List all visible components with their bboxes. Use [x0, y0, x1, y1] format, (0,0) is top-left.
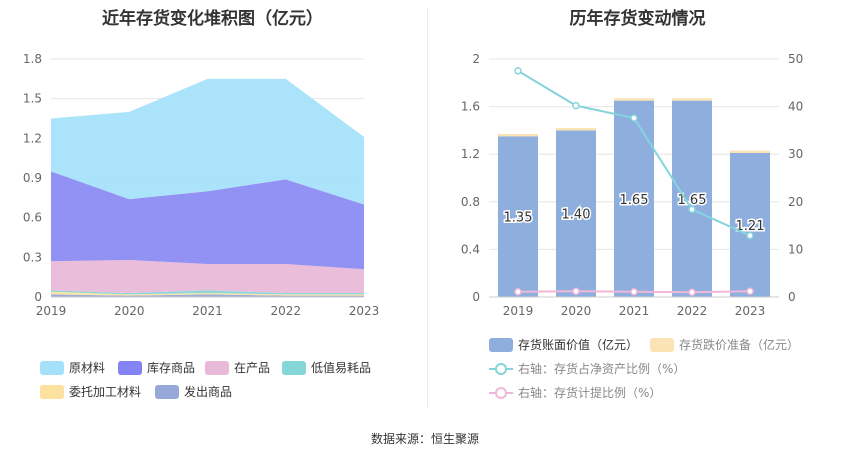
- bar-book-value: [498, 136, 538, 297]
- panel-divider: [427, 8, 428, 408]
- provision-ratio-point: [746, 287, 754, 296]
- legend-item-provision-ratio[interactable]: 右轴：存货计提比例（%）: [489, 384, 661, 401]
- bar-value-label: 1.35: [504, 211, 533, 226]
- left-y-tick-label: 1.8: [23, 52, 42, 66]
- provision-ratio-point: [630, 288, 638, 296]
- right-y-tick-label: 0.4: [461, 242, 480, 256]
- right-y-tick-label: 2: [472, 52, 480, 66]
- legend-swatch: [40, 384, 64, 399]
- right-y-tick-label: 1.6: [461, 100, 480, 114]
- legend-label: 低值易耗品: [311, 361, 372, 375]
- left-y-tick-label: 0.6: [23, 211, 42, 225]
- legend-swatch: [282, 360, 306, 375]
- right-y2-tick-label: 10: [788, 242, 803, 256]
- bar-provision: [614, 98, 654, 101]
- bar-provision: [498, 133, 538, 137]
- provision-ratio-point: [572, 287, 580, 296]
- inventory-ratio-point: [630, 114, 638, 122]
- legend-item-low-value-consumables[interactable]: 低值易耗品: [282, 359, 371, 376]
- area-series-原材料: [51, 78, 364, 205]
- right-x-tick-label: 2021: [619, 304, 650, 318]
- inventory-ratio-point: [572, 101, 580, 110]
- legend-label: 在产品: [234, 361, 271, 375]
- legend-label: 存货账面价值（亿元）: [518, 338, 639, 352]
- left-y-tick-label: 0: [34, 290, 42, 304]
- legend-label: 右轴：存货占净资产比例（%）: [518, 362, 686, 376]
- legend-label: 委托加工材料: [69, 385, 142, 399]
- right-y2-tick-label: 20: [788, 195, 803, 209]
- legend-label: 发出商品: [184, 385, 233, 399]
- bar-book-value: [614, 100, 654, 298]
- legend-item-consigned-processing[interactable]: 委托加工材料: [40, 383, 141, 400]
- legend-item-book-value[interactable]: 存货账面价值（亿元）: [489, 336, 638, 353]
- legend-swatch: [155, 384, 179, 399]
- bar-provision: [556, 128, 596, 131]
- right-y-tick-label: 0: [472, 290, 480, 304]
- right-x-tick-label: 2020: [561, 304, 592, 318]
- bar-provision: [672, 98, 712, 101]
- legend-label: 右轴：存货计提比例（%）: [518, 386, 662, 400]
- legend-label: 原材料: [69, 361, 106, 375]
- area-series-低值易耗品: [51, 290, 364, 295]
- left-y-tick-label: 0.9: [23, 171, 42, 185]
- legend-item-goods-shipped[interactable]: 发出商品: [155, 383, 232, 400]
- legend-item-finished-goods[interactable]: 库存商品: [118, 359, 195, 376]
- legend-swatch: [650, 337, 674, 352]
- legend-line-marker: [489, 386, 513, 400]
- right-y2-tick-label: 30: [788, 147, 803, 161]
- legend-label: 库存商品: [147, 361, 196, 375]
- provision-ratio-point: [514, 288, 522, 296]
- left-x-tick-label: 2019: [36, 304, 67, 318]
- left-x-tick-label: 2023: [349, 304, 380, 318]
- inventory-ratio-point: [746, 231, 754, 240]
- area-series-在产品: [51, 259, 364, 294]
- right-x-tick-label: 2023: [735, 304, 766, 318]
- bar-book-value: [672, 100, 712, 298]
- left-y-tick-label: 0.3: [23, 250, 42, 264]
- right-y2-tick-label: 40: [788, 100, 803, 114]
- legend-item-raw-materials[interactable]: 原材料: [40, 359, 105, 376]
- legend-swatch: [118, 360, 142, 375]
- bar-value-label: 1.40: [562, 208, 591, 223]
- bar-provision: [730, 150, 770, 154]
- area-series-发出商品: [51, 294, 364, 297]
- right-x-tick-label: 2019: [503, 304, 534, 318]
- left-y-tick-label: 1.2: [23, 131, 42, 145]
- legend-line-marker: [489, 362, 513, 376]
- left-y-tick-label: 1.5: [23, 92, 42, 106]
- inventory-ratio-point: [688, 205, 696, 214]
- legend-item-work-in-progress[interactable]: 在产品: [205, 359, 270, 376]
- right-x-tick-label: 2022: [677, 304, 708, 318]
- area-series-委托加工材料: [51, 291, 364, 296]
- legend-item-inventory-ratio[interactable]: 右轴：存货占净资产比例（%）: [489, 360, 685, 377]
- bar-book-value: [556, 130, 596, 297]
- left-x-tick-label: 2020: [114, 304, 145, 318]
- right-chart-title: 历年存货变动情况: [569, 9, 706, 29]
- provision-ratio-point: [688, 288, 696, 296]
- legend-item-provision[interactable]: 存货跌价准备（亿元）: [650, 336, 799, 353]
- legend-label: 存货跌价准备（亿元）: [679, 338, 800, 352]
- data-source: 数据来源：恒生聚源: [370, 432, 479, 446]
- legend-swatch: [40, 360, 64, 375]
- legend-swatch: [489, 337, 513, 352]
- left-x-tick-label: 2021: [192, 304, 223, 318]
- right-y-tick-label: 0.8: [461, 195, 480, 209]
- bar-book-value: [730, 153, 770, 297]
- legend-swatch: [205, 360, 229, 375]
- left-chart-title: 近年存货变化堆积图（亿元）: [102, 9, 323, 29]
- inventory-ratio-point: [514, 67, 522, 75]
- area-series-库存商品: [51, 171, 364, 270]
- right-y2-tick-label: 50: [788, 52, 803, 66]
- right-y2-tick-label: 0: [788, 290, 796, 304]
- left-x-tick-label: 2022: [270, 304, 301, 318]
- bar-value-label: 1.65: [620, 193, 649, 208]
- right-y-tick-label: 1.2: [461, 147, 480, 161]
